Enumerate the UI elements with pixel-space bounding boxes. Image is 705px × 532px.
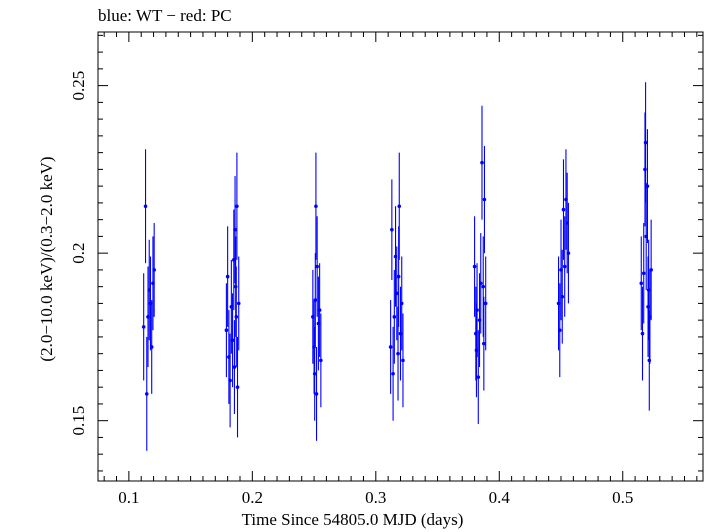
data-point: [481, 284, 486, 289]
data-point: [643, 140, 648, 145]
data-point: [561, 207, 566, 212]
data-point: [639, 281, 644, 286]
data-point: [646, 304, 650, 309]
data-point: [394, 291, 399, 296]
data-point: [641, 271, 646, 276]
data-point: [230, 338, 235, 343]
plot-frame: [97, 31, 704, 482]
data-point: [232, 365, 237, 369]
x-tick-label: 0.3: [365, 488, 386, 507]
y-tick-label: 0.25: [69, 71, 88, 101]
data-point: [314, 204, 318, 209]
data-point: [319, 358, 323, 363]
data-point: [562, 264, 567, 269]
data-point: [312, 371, 317, 376]
data-point: [390, 227, 394, 232]
data-point: [649, 268, 653, 272]
data-point: [233, 227, 237, 232]
data-point: [474, 348, 479, 353]
y-tick-label: 0.2: [69, 243, 88, 264]
x-tick-label: 0.5: [612, 488, 633, 507]
data-point: [141, 325, 146, 329]
data-point: [397, 204, 402, 209]
data-point: [225, 274, 230, 279]
data-point: [478, 281, 483, 286]
data-point: [317, 308, 322, 312]
data-point: [396, 274, 401, 279]
y-tick-label: 0.15: [69, 406, 88, 436]
x-tick-label: 0.2: [242, 488, 263, 507]
data-point: [475, 308, 479, 312]
data-point: [392, 315, 397, 319]
data-point: [401, 358, 405, 363]
data-point: [480, 160, 484, 165]
data-point: [640, 331, 645, 336]
data-point: [643, 167, 647, 172]
data-point: [396, 351, 400, 356]
x-tick-label: 0.1: [118, 488, 139, 507]
data-point: [234, 315, 239, 319]
data-point: [391, 371, 395, 376]
data-point: [647, 358, 652, 363]
data-point: [472, 264, 477, 269]
data-point: [314, 392, 319, 396]
data-point: [483, 301, 488, 306]
data-point: [566, 251, 571, 255]
data-points: [141, 82, 653, 451]
data-point: [235, 385, 240, 389]
data-point: [482, 341, 486, 346]
data-point: [224, 328, 229, 333]
data-point: [557, 328, 562, 333]
data-point: [645, 184, 650, 188]
x-tick-label: 0.4: [489, 488, 511, 507]
data-point: [399, 301, 404, 306]
x-axis-label: Time Since 54805.0 MJD (days): [241, 510, 464, 529]
data-point: [236, 301, 241, 306]
data-point: [315, 264, 319, 269]
data-point: [313, 298, 318, 302]
data-point: [476, 375, 481, 379]
data-point: [144, 392, 149, 396]
axis-ticks: 0.1 0.2 0.3 0.4 0.5 0.15 0.2 0.25: [69, 32, 703, 507]
data-point: [228, 378, 232, 383]
data-point: [143, 204, 148, 209]
chart-title: blue: WT − red: PC: [98, 6, 232, 25]
data-point: [560, 294, 565, 299]
data-point: [233, 284, 238, 289]
data-point: [482, 197, 487, 202]
data-point: [388, 345, 393, 349]
data-point: [152, 268, 156, 272]
data-point: [235, 204, 239, 209]
data-point: [149, 345, 154, 349]
